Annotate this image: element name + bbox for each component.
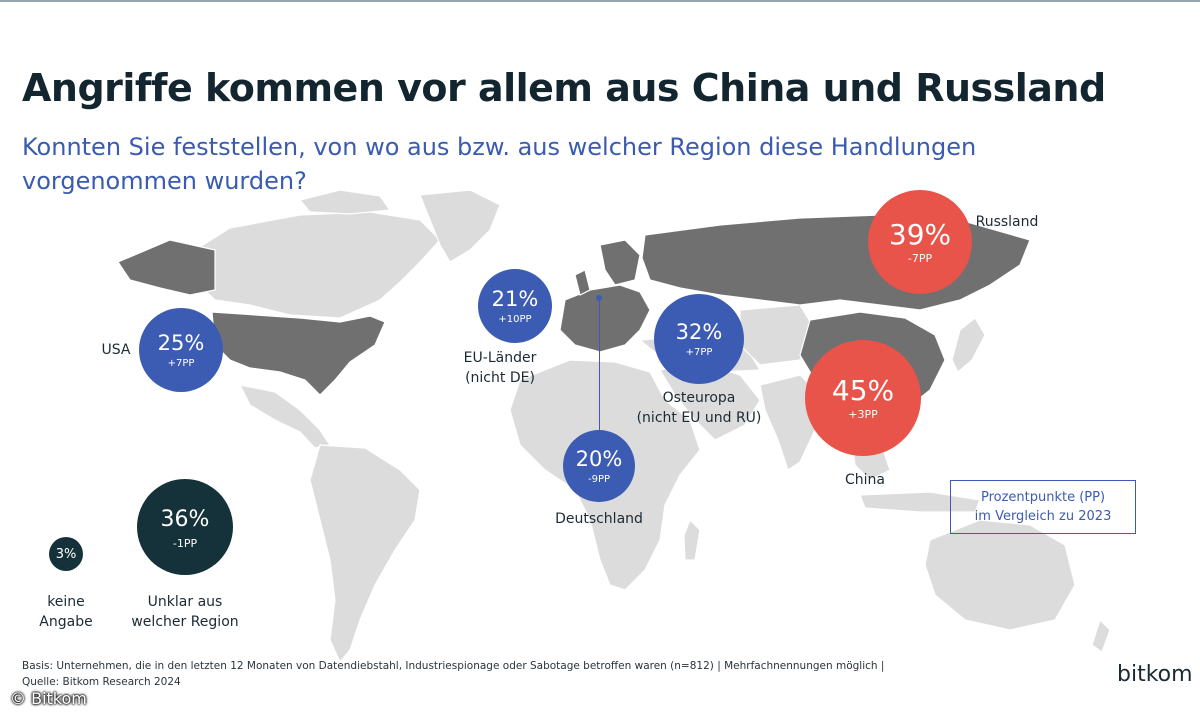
legend-line-2: im Vergleich zu 2023 — [974, 509, 1112, 524]
alaska-shape — [117, 239, 216, 296]
eu-shape — [559, 284, 651, 353]
footnote-basis: Basis: Unternehmen, die in den letzten 1… — [22, 660, 885, 672]
copyright-notice: © Bitkom — [10, 689, 87, 708]
osteuropa-label-line-1: Osteuropa — [662, 390, 736, 406]
deutschland-bubble: 20% -9PP — [563, 430, 635, 502]
china-label: China — [845, 472, 885, 488]
russland-value: 39% — [888, 217, 952, 251]
osteuropa-bubble: 32% +7PP — [654, 294, 744, 384]
russland-label: Russland — [975, 214, 1039, 230]
legend-line-1: Prozentpunkte (PP) — [980, 490, 1106, 505]
footnote: Basis: Unternehmen, die in den letzten 1… — [22, 658, 922, 690]
page-subtitle: Konnten Sie feststellen, von wo aus bzw.… — [22, 130, 1062, 198]
unklar-value: 36% — [160, 506, 210, 532]
arctic-islands-shape — [298, 189, 392, 215]
unklar-label-line-2: welcher Region — [131, 614, 239, 630]
keine-angabe-value: 3% — [55, 546, 77, 562]
central-america-shape — [238, 384, 331, 449]
unklar-label: Unklar aus welcher Region — [120, 592, 250, 632]
russland-change: -7PP — [907, 251, 933, 265]
deutschland-change: -9PP — [587, 473, 611, 485]
russland-bubble: 39% -7PP — [868, 190, 972, 294]
osteuropa-label-line-2: (nicht EU und RU) — [636, 410, 762, 426]
unklar-change: -1PP — [172, 536, 198, 550]
usa-change: +7PP — [167, 357, 195, 369]
deutschland-connector-line — [599, 298, 600, 436]
osteuropa-label: Osteuropa (nicht EU und RU) — [624, 388, 774, 428]
eu-label: EU-Länder (nicht DE) — [440, 348, 560, 388]
canada-shape — [175, 211, 441, 319]
top-rule — [0, 0, 1200, 2]
legend-box: Prozentpunkte (PP) im Vergleich zu 2023 — [950, 480, 1136, 534]
unklar-label-line-1: Unklar aus — [147, 594, 223, 610]
eu-value: 21% — [491, 286, 539, 311]
usa-label: USA — [101, 342, 131, 358]
unklar-bubble: 36% -1PP — [137, 479, 233, 575]
new-zealand-shape — [1091, 618, 1111, 653]
scandinavia-shape — [599, 239, 641, 286]
keine-angabe-label: keine Angabe — [26, 592, 106, 632]
uk-shape — [574, 269, 591, 296]
osteuropa-value: 32% — [675, 319, 723, 344]
keine-angabe-label-line-2: Angabe — [39, 614, 93, 630]
subtitle-line-2: vorgenommen wurden? — [22, 167, 307, 195]
greenland-shape — [419, 189, 501, 263]
china-value: 45% — [831, 373, 895, 407]
usa-shape — [211, 311, 386, 396]
page-title: Angriffe kommen vor allem aus China und … — [22, 66, 1106, 110]
footnote-source: Quelle: Bitkom Research 2024 — [22, 676, 181, 688]
subtitle-line-1: Konnten Sie feststellen, von wo aus bzw.… — [22, 133, 977, 161]
china-bubble: 45% +3PP — [805, 340, 921, 456]
eu-bubble: 21% +10PP — [478, 269, 552, 343]
usa-value: 25% — [157, 330, 205, 355]
eu-label-line-1: EU-Länder — [463, 350, 537, 366]
keine-angabe-bubble: 3% — [49, 537, 83, 571]
eu-change: +10PP — [498, 313, 532, 325]
deutschland-location-dot — [596, 295, 602, 301]
keine-angabe-label-line-1: keine — [47, 594, 85, 610]
deutschland-value: 20% — [575, 446, 623, 471]
china-change: +3PP — [848, 407, 878, 421]
deutschland-label: Deutschland — [555, 511, 643, 527]
australia-shape — [924, 519, 1076, 631]
bitkom-logo: bitkom — [1117, 662, 1193, 687]
madagascar-shape — [683, 518, 701, 561]
eu-label-line-2: (nicht DE) — [465, 370, 535, 386]
osteuropa-change: +7PP — [685, 346, 713, 358]
japan-shape — [951, 317, 986, 373]
south-america-shape — [309, 444, 421, 664]
usa-bubble: 25% +7PP — [139, 308, 223, 392]
